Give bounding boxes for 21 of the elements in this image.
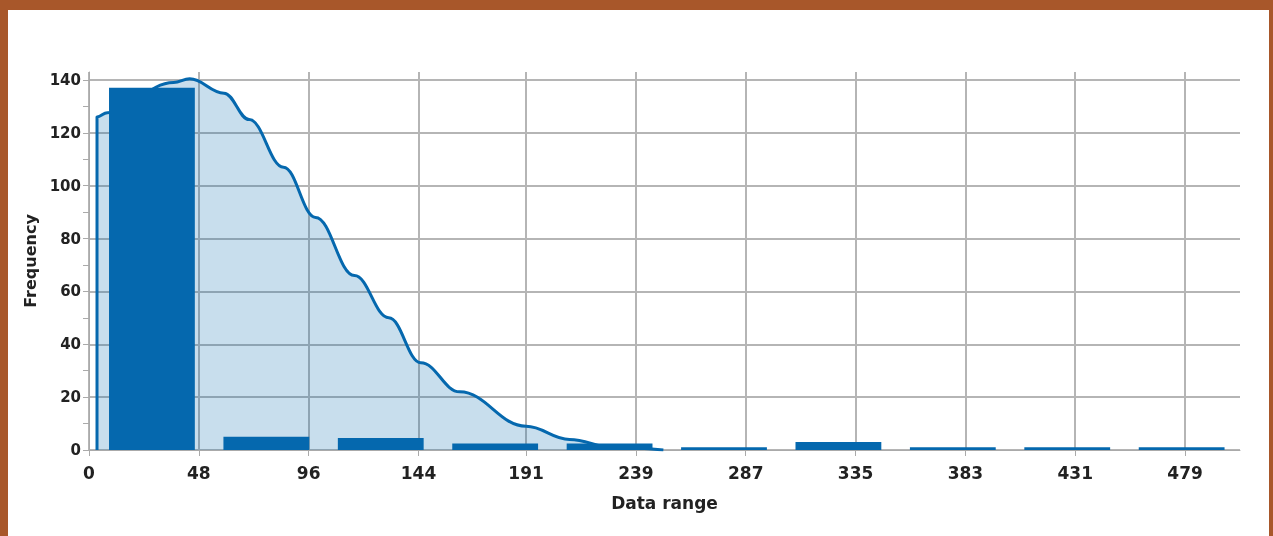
x-axis-title: Data range — [611, 492, 718, 513]
x-tick-label: 144 — [400, 462, 437, 483]
x-tick-label: 383 — [947, 462, 984, 483]
y-tick-label: 0 — [70, 441, 81, 459]
y-axis-title: Frequency — [21, 213, 41, 308]
x-tick-label: 191 — [508, 462, 544, 483]
y-tick-label: 100 — [49, 176, 81, 195]
y-tick-label: 60 — [60, 282, 81, 301]
y-tick-label: 20 — [60, 388, 81, 407]
x-tick-label: 287 — [727, 462, 764, 483]
y-tick-label: 80 — [60, 229, 81, 248]
y-tick-label: 40 — [60, 335, 81, 354]
y-tick-label: 120 — [49, 123, 81, 142]
x-tick-label: 239 — [618, 462, 654, 483]
x-tick-label: 431 — [1057, 462, 1093, 483]
x-tick-label: 48 — [187, 462, 211, 483]
x-tick-label: 0 — [83, 462, 96, 483]
x-tick-label: 96 — [296, 462, 321, 483]
x-tick-label: 479 — [1167, 462, 1203, 483]
x-tick-label: 335 — [837, 462, 874, 483]
y-tick-label: 140 — [49, 70, 81, 89]
